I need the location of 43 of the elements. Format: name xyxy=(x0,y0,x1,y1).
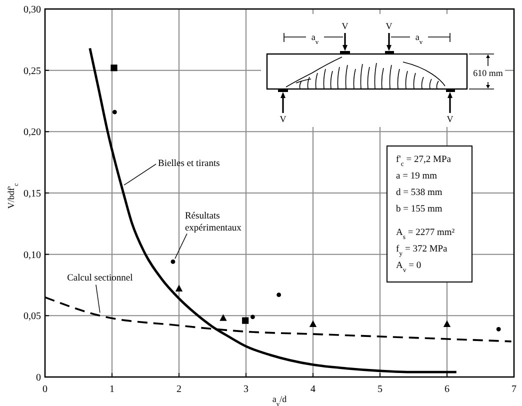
point xyxy=(309,320,317,328)
y-tick-label: 0,20 xyxy=(24,127,41,138)
y-tick-label: 0,15 xyxy=(24,188,41,200)
point xyxy=(170,259,176,264)
annotation: V xyxy=(342,21,349,31)
x-axis-title: a$_{v}$/d xyxy=(272,394,288,406)
annotation: A$_{s}$ = 2277 mm² xyxy=(396,228,455,240)
annotation: V xyxy=(386,21,393,31)
point xyxy=(110,64,118,72)
y-tick-label: 0,10 xyxy=(24,250,41,261)
x-tick-label: 5 xyxy=(378,384,382,395)
point xyxy=(242,317,249,324)
annotation: 610 mm xyxy=(473,68,503,78)
x-tick-label: 3 xyxy=(244,384,248,395)
y-tick-label: 0,30 xyxy=(24,4,41,16)
point xyxy=(443,320,451,328)
point xyxy=(250,314,255,320)
y-tick-label: 0 xyxy=(36,372,41,384)
y-tick-label: 0,25 xyxy=(24,66,41,77)
annotation: d = 538 mm xyxy=(396,188,443,198)
annotation: Résultats expérimentaux xyxy=(184,212,242,234)
annotation: Bielles et tirants xyxy=(158,159,220,170)
annotation: Calcul sectionnel xyxy=(67,274,134,284)
x-tick-label: 6 xyxy=(444,384,450,395)
annotation: V xyxy=(446,114,454,124)
point xyxy=(175,284,183,292)
x-tick-label: 2 xyxy=(176,384,182,395)
annotation: A$_{v}$ = 0 xyxy=(396,261,422,274)
x-tick-label: 1 xyxy=(110,384,114,395)
annotation: a$_{v}$ xyxy=(415,32,424,46)
point xyxy=(276,292,282,298)
annotation: V xyxy=(280,114,287,124)
point xyxy=(220,314,227,321)
annotation: b = 155 mm xyxy=(396,204,443,214)
annotation: f'$_{c}$ = 27,2 MPa xyxy=(396,155,452,168)
annotation: a = 19 mm xyxy=(396,172,438,182)
x-tick-label: 7 xyxy=(512,384,516,395)
point xyxy=(112,110,117,114)
annotation: a$_{v}$ xyxy=(311,32,320,46)
y-tick-label: 0,05 xyxy=(24,311,41,322)
annotation: f$_{y}$ = 372 MPa xyxy=(396,244,448,257)
x-tick-label: 4 xyxy=(310,384,316,395)
point xyxy=(496,326,501,332)
